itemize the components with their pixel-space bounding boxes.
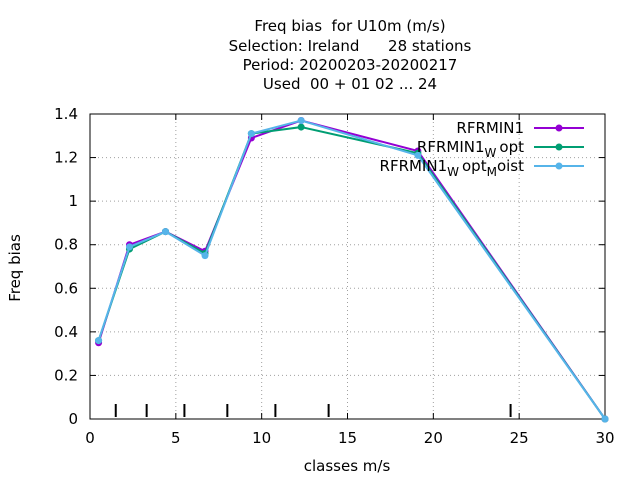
chart-title-line-1: Freq bias for U10m (m/s) — [254, 17, 446, 35]
x-tick-label: 10 — [252, 429, 271, 447]
y-tick-label: 0.8 — [54, 236, 78, 254]
y-tick-label: 1 — [68, 192, 78, 210]
data-point — [297, 123, 305, 131]
series-2 — [95, 123, 609, 423]
chart-title-line-4: Used 00 + 01 02 ... 24 — [262, 75, 438, 93]
x-axis-ticks: 0 5 10 15 20 25 30 — [85, 114, 615, 447]
y-axis-ticks: 0 0.2 0.4 0.6 0.8 1 1.2 1.4 — [54, 105, 605, 428]
legend: RFRMIN1 RFRMIN1W opt RFRMIN1W optMoist — [380, 119, 584, 179]
legend-entry-1: RFRMIN1 — [456, 119, 584, 137]
chart-title-line-2: Selection: Ireland 28 stations — [228, 37, 472, 55]
legend-marker — [555, 124, 563, 132]
legend-marker — [555, 162, 563, 170]
data-point — [601, 415, 609, 423]
data-point — [414, 151, 422, 159]
grid-lines — [90, 114, 605, 419]
y-tick-label: 0 — [68, 410, 78, 428]
x-tick-label: 25 — [510, 429, 529, 447]
y-axis-label: Freq bias — [6, 234, 24, 302]
chart-title-line-3: Period: 20200203-20200217 — [242, 56, 458, 74]
data-point — [162, 228, 170, 236]
series-line — [97, 119, 606, 420]
x-tick-label: 30 — [595, 429, 614, 447]
x-tick-label: 20 — [424, 429, 443, 447]
series-1 — [95, 117, 609, 423]
series-lines — [95, 117, 609, 423]
data-point — [201, 252, 209, 260]
y-tick-label: 0.2 — [54, 366, 78, 384]
legend-label-1: RFRMIN1 — [456, 119, 524, 137]
data-point — [125, 243, 133, 251]
data-point — [95, 337, 103, 345]
data-point — [247, 130, 255, 138]
class-markers — [114, 404, 512, 417]
series-line — [97, 119, 606, 420]
series-3 — [95, 117, 609, 423]
x-tick-label: 15 — [338, 429, 357, 447]
legend-label-2: RFRMIN1W opt — [417, 138, 524, 160]
legend-entry-3: RFRMIN1W optMoist — [380, 157, 584, 179]
y-tick-label: 1.2 — [54, 149, 78, 167]
x-tick-label: 5 — [171, 429, 181, 447]
data-point — [297, 117, 305, 125]
legend-marker — [555, 143, 563, 151]
y-tick-label: 0.4 — [54, 323, 78, 341]
legend-entry-2: RFRMIN1W opt — [417, 138, 584, 160]
y-tick-label: 1.4 — [54, 105, 78, 123]
x-tick-label: 0 — [85, 429, 95, 447]
x-axis-label: classes m/s — [304, 457, 391, 475]
legend-label-3: RFRMIN1W optMoist — [380, 157, 525, 179]
y-tick-label: 0.6 — [54, 279, 78, 297]
